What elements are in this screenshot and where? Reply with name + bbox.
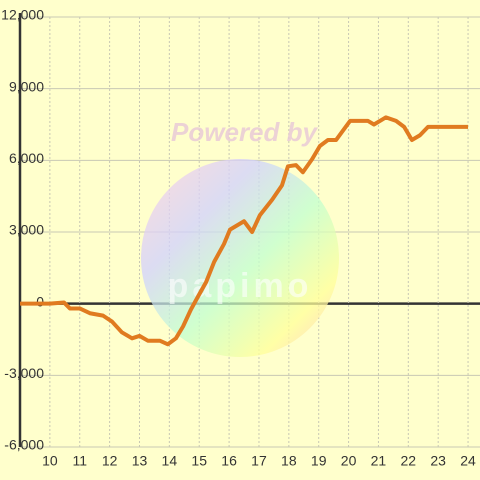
x-tick-label: 16 [221,453,237,469]
y-tick-label: 12,000 [1,7,44,23]
watermark-text: Powered by [171,117,318,147]
y-tick-label: 9,000 [9,78,44,94]
x-tick-label: 10 [42,453,58,469]
x-tick-label: 17 [251,453,267,469]
line-series [20,115,469,347]
x-tick-label: 15 [191,453,207,469]
y-tick-label: 3,000 [9,222,44,238]
x-tick-label: 18 [281,453,297,469]
x-tick-label: 19 [311,453,327,469]
y-tick-label: 0 [36,293,44,309]
watermark-text: papimo [168,267,313,305]
y-tick-label: -6,000 [4,437,44,453]
x-tick-label: 23 [430,453,446,469]
x-tick-label: 21 [371,453,387,469]
y-tick-label: 6,000 [9,150,44,166]
x-tick-label: 12 [102,453,118,469]
x-tick-label: 11 [72,453,87,469]
x-tick-label: 14 [162,453,178,469]
watermark-logo [141,159,339,357]
x-tick-label: 13 [132,453,148,469]
x-tick-label: 22 [401,453,417,469]
x-tick-label: 24 [460,453,476,469]
y-tick-label: -3,000 [4,365,44,381]
x-tick-label: 20 [341,453,357,469]
